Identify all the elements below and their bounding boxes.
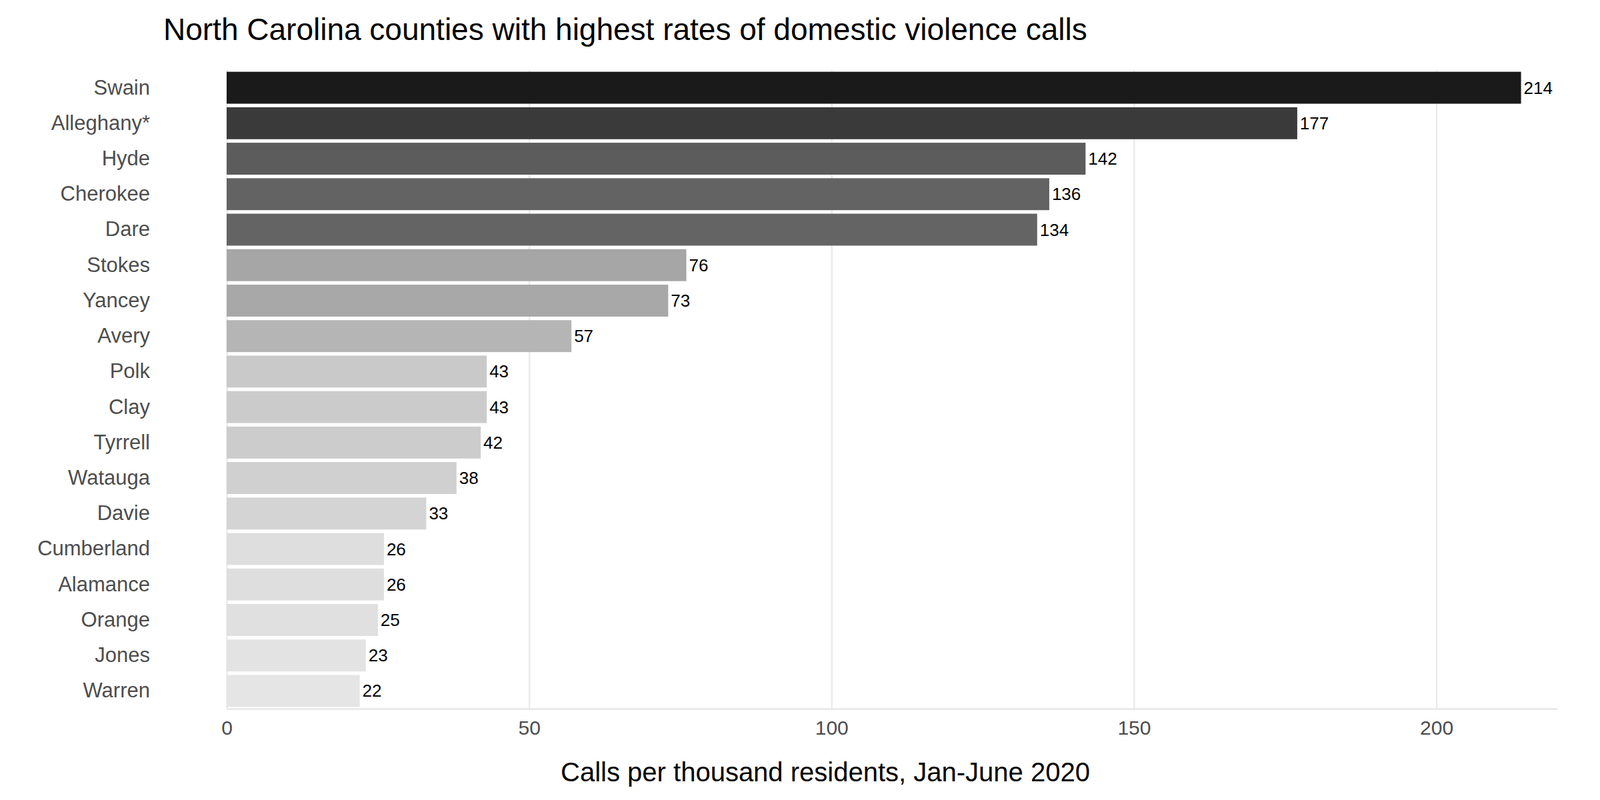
bar [226, 426, 481, 459]
bar [226, 107, 1298, 140]
y-tick: Davie [97, 501, 150, 525]
chart: 0 50 100 150 200 Swain Alleghany* Hyde Cherokee D… [0, 0, 1600, 800]
bar [226, 72, 1522, 104]
data-label: 25 [380, 610, 400, 630]
data-labels: 214 177 142 136 134 76 73 57 43 43 4238 33 26 26 25 23 2… [362, 78, 1553, 702]
data-label: 38 [459, 468, 479, 488]
data-label: 22 [362, 680, 382, 701]
x-tick-label: 50 [518, 716, 540, 739]
y-tick-label: Cherokee [60, 182, 150, 206]
data-label: 142 [1088, 148, 1117, 169]
y-tick-label: Cumberland [37, 536, 150, 560]
x-tick-label: 150 [1117, 716, 1151, 739]
bar [226, 497, 426, 530]
data-label: 43 [489, 397, 509, 418]
bar [226, 178, 1050, 210]
y-tick: Warren [83, 678, 150, 702]
grid-line [1133, 70, 1136, 709]
data-label: 43 [489, 361, 509, 382]
bar [226, 320, 572, 352]
y-tick-label: Jones [94, 643, 150, 667]
y-tick: Watauga [68, 466, 151, 490]
bar [226, 249, 687, 282]
y-tick: Stokes [86, 253, 150, 277]
y-tick: Swain [94, 76, 150, 100]
y-tick-label: Davie [97, 501, 150, 525]
y-axis: Swain Alleghany* Hyde Cherokee Dare Stokes Yan… [37, 76, 151, 703]
y-tick: Clay [108, 395, 151, 419]
x-axis-title: Calls per thousand residents, Jan-June 2… [560, 757, 1090, 787]
bar [226, 355, 487, 388]
x-axis-line [227, 708, 1558, 710]
y-tick-label: Warren [83, 678, 150, 702]
x-tick-label: 0 [221, 716, 233, 739]
x-axis: 0 50 100 150 200 [221, 70, 1558, 739]
x-tick-label: 100 [815, 716, 849, 739]
y-tick: Alleghany* [51, 111, 150, 135]
y-tick: Orange [81, 608, 150, 632]
y-tick-label: Swain [94, 76, 150, 100]
y-tick-label: Alleghany* [51, 111, 150, 135]
data-label: 76 [689, 255, 709, 276]
y-tick: Hyde [102, 146, 150, 170]
y-tick-label: Alamance [58, 572, 150, 596]
bar [226, 142, 1086, 175]
grid-line [1436, 70, 1438, 709]
bars [226, 72, 1522, 708]
x-tick: 150 [1117, 70, 1151, 739]
x-tick-label: 200 [1420, 716, 1454, 739]
bar [226, 391, 487, 424]
data-label: 136 [1052, 184, 1081, 204]
data-label: 134 [1040, 220, 1069, 240]
y-tick-label: Watauga [68, 466, 151, 490]
y-tick-label: Hyde [102, 146, 150, 170]
y-tick: Yancey [82, 288, 151, 312]
y-tick: Avery [97, 324, 150, 348]
bar [226, 533, 384, 566]
y-tick: Alamance [58, 572, 150, 596]
data-label: 214 [1524, 78, 1553, 98]
data-label: 33 [428, 503, 448, 524]
bar [226, 639, 366, 672]
bar [226, 214, 1038, 246]
x-tick: 200 [1420, 70, 1454, 739]
y-tick: Polk [110, 359, 151, 383]
y-tick: Dare [105, 217, 150, 241]
bar [226, 284, 668, 317]
y-tick-label: Yancey [82, 288, 151, 312]
y-tick-label: Dare [105, 217, 150, 241]
y-tick-label: Tyrrell [94, 430, 150, 454]
bar [226, 568, 384, 601]
data-label: 73 [670, 290, 690, 311]
y-tick-label: Avery [97, 324, 150, 348]
data-label: 57 [574, 326, 594, 346]
bar [226, 674, 360, 707]
y-tick-label: Clay [108, 395, 151, 419]
y-tick-label: Stokes [86, 253, 150, 277]
y-tick: Tyrrell [94, 430, 150, 454]
y-tick: Cumberland [37, 536, 150, 560]
data-label: 42 [483, 432, 503, 453]
bar [226, 604, 378, 636]
data-label: 26 [386, 539, 406, 560]
data-label: 26 [386, 574, 406, 595]
title: North Carolina counties with highest rat… [163, 12, 1088, 47]
y-tick: Jones [94, 643, 150, 667]
y-tick-label: Orange [81, 608, 150, 632]
y-tick-label: Polk [110, 359, 151, 383]
bar [226, 462, 457, 494]
plot: 0 50 100 150 200 Swain Alleghany* Hyde Cherokee D… [37, 70, 1558, 739]
data-label: 23 [368, 645, 388, 666]
data-label: 177 [1300, 113, 1329, 134]
y-tick: Cherokee [60, 182, 150, 206]
